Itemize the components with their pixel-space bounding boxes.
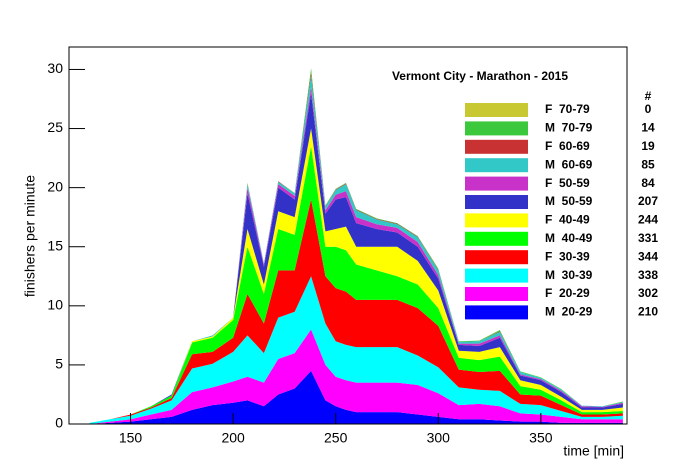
legend-swatch (465, 287, 528, 301)
legend-swatch (465, 158, 528, 173)
legend-label: M 70-79 (545, 121, 593, 135)
chart-title: Vermont City - Marathon - 2015 (392, 69, 568, 83)
legend-swatch (465, 139, 528, 154)
area (89, 329, 623, 424)
y-tick-label: 10 (47, 297, 63, 313)
legend-swatch (465, 268, 528, 283)
legend-label: M 20-29 (545, 305, 593, 319)
legend-label: M 30-39 (545, 268, 593, 282)
x-axis-label: time [min] (563, 443, 624, 459)
legend-label: M 50-59 (545, 194, 593, 208)
legend-label: F 30-39 (545, 249, 590, 263)
legend-swatch (465, 195, 528, 209)
y-tick-label: 5 (55, 356, 63, 372)
legend-label: F 40-49 (545, 213, 590, 227)
legend-count: 0 (645, 102, 652, 116)
legend-swatch (465, 305, 528, 320)
legend-swatch (465, 250, 528, 265)
area (89, 276, 623, 424)
area (89, 370, 623, 424)
x-tick-label: 350 (529, 430, 553, 446)
legend-swatch (465, 176, 528, 191)
area (89, 146, 623, 423)
y-tick-label: 20 (47, 178, 63, 194)
legend-label: F 60-69 (545, 139, 590, 153)
legend-count: 207 (638, 194, 658, 208)
x-tick-label: 250 (324, 430, 348, 446)
legend-header: # (645, 89, 652, 103)
legend-count: 338 (638, 268, 658, 282)
legend-swatch (465, 213, 528, 228)
x-tick-label: 300 (427, 430, 451, 446)
legend-swatch (465, 231, 528, 246)
legend-count: 84 (641, 176, 655, 190)
y-tick-label: 15 (47, 237, 63, 253)
legend-count: 85 (641, 157, 655, 171)
legend-label: M 40-49 (545, 231, 593, 245)
legend-label: F 70-79 (545, 102, 590, 116)
legend-count: 19 (641, 139, 655, 153)
legend-count: 14 (641, 121, 655, 135)
legend-swatch (465, 121, 528, 136)
legend-count: 344 (638, 249, 658, 263)
legend-label: F 20-29 (545, 286, 590, 300)
y-tick-label: 25 (47, 119, 63, 135)
legend-count: 302 (638, 286, 658, 300)
y-tick-label: 30 (47, 60, 63, 76)
area (89, 199, 623, 423)
y-tick-label: 0 (55, 415, 63, 431)
legend-label: F 50-59 (545, 176, 590, 190)
x-tick-label: 150 (119, 430, 143, 446)
legend-count: 210 (638, 305, 658, 319)
areas (89, 68, 623, 424)
legend-label: M 60-69 (545, 157, 593, 171)
plot-frame (68, 46, 628, 425)
legend-count: 244 (638, 213, 658, 227)
x-tick-label: 200 (221, 430, 245, 446)
y-axis-label: finishers per minute (22, 175, 38, 297)
legend-swatch (465, 103, 528, 117)
legend-count: 331 (638, 231, 658, 245)
